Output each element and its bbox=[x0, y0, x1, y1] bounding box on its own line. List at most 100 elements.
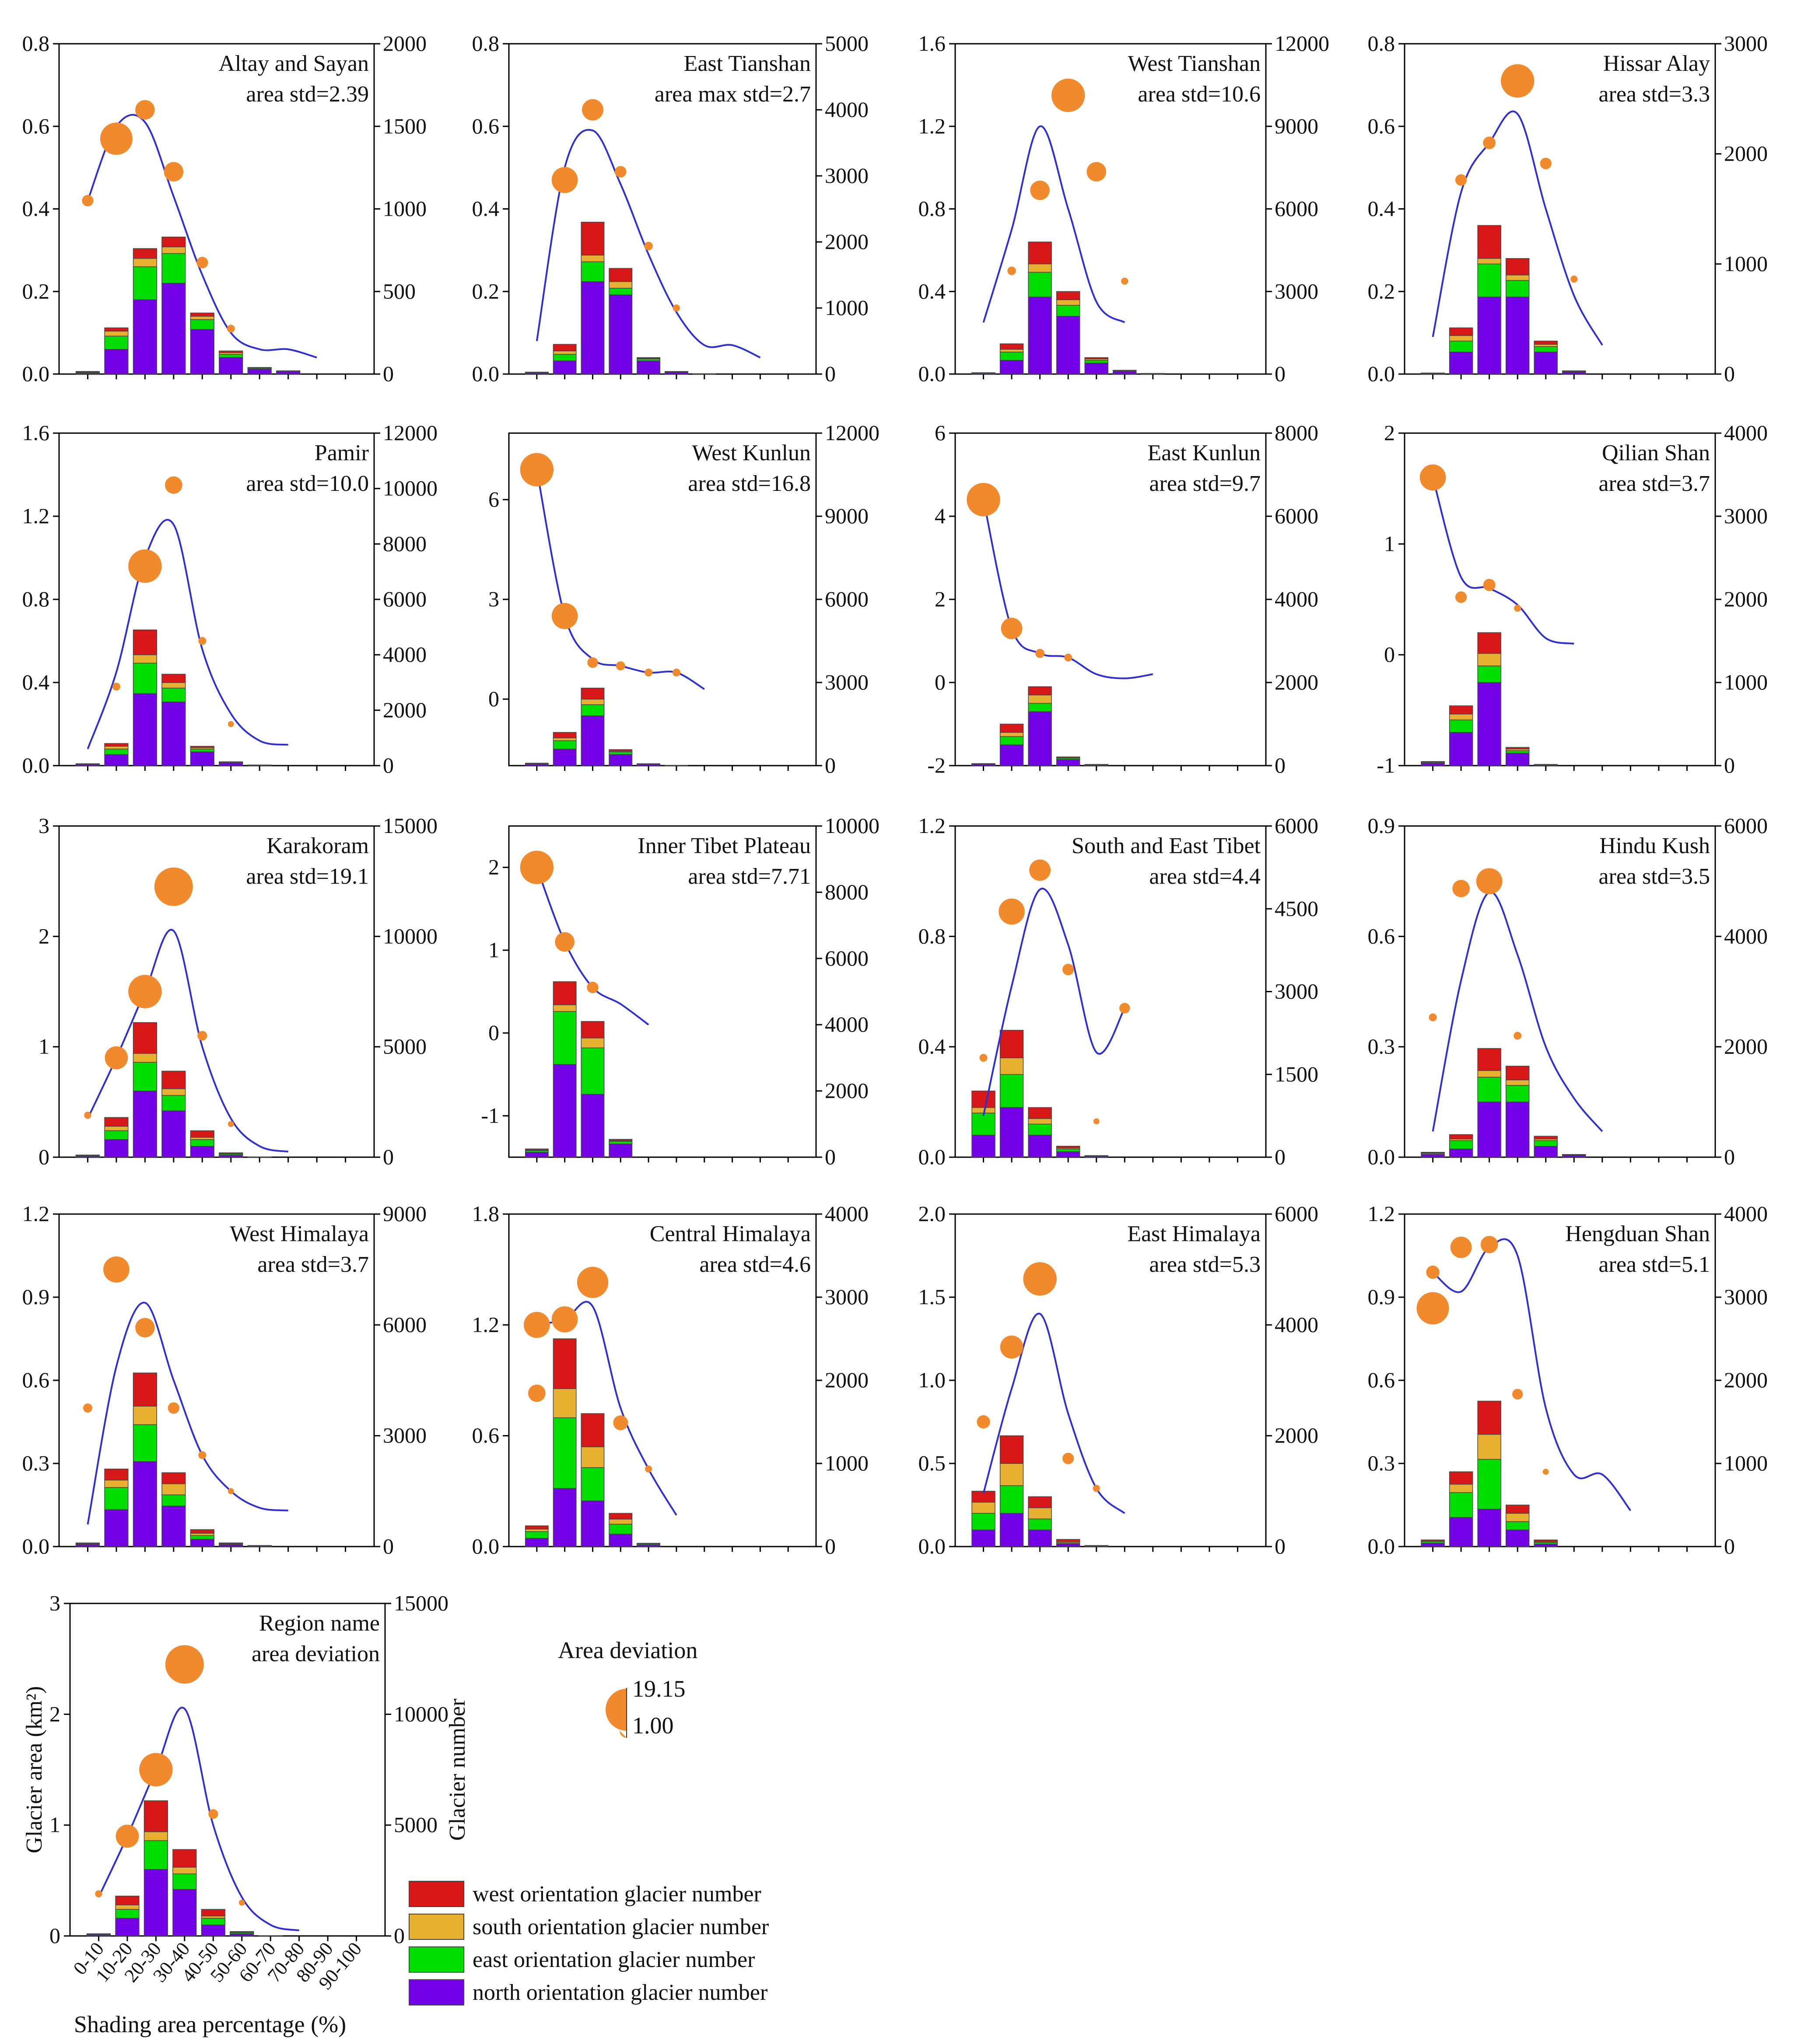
plot-frame bbox=[69, 1603, 386, 1937]
left-tick-label: 1 bbox=[49, 1813, 60, 1837]
right-tick-label: 5000 bbox=[383, 1034, 427, 1059]
right-tick-label: 3000 bbox=[1275, 279, 1318, 303]
east-orientation-bar-segment bbox=[525, 1531, 549, 1539]
west-orientation-bar-segment bbox=[219, 1152, 243, 1154]
left-tick-label: 3 bbox=[488, 587, 499, 611]
panel-subtitle: area std=16.8 bbox=[688, 471, 811, 496]
deviation-bubble bbox=[84, 1112, 91, 1119]
chart-panel-10: 0.0 0.4 0.8 1.2 0 1500 3000 4500 6000 South and E… bbox=[918, 813, 1319, 1169]
left-tick-label: 1 bbox=[488, 938, 499, 962]
right-tick-label: 6000 bbox=[1724, 813, 1768, 838]
south-orientation-bar-segment bbox=[201, 1915, 225, 1919]
plot-frame bbox=[1404, 825, 1716, 1158]
area-curve bbox=[982, 888, 1126, 1116]
deviation-bubble bbox=[999, 898, 1025, 925]
east-orientation-bar-segment bbox=[999, 351, 1024, 361]
north-orientation-bar-segment bbox=[1421, 763, 1445, 766]
south-orientation-bar-segment bbox=[999, 1057, 1024, 1075]
south-orientation-bar-segment bbox=[190, 1137, 214, 1140]
deviation-bubble bbox=[139, 1753, 173, 1787]
west-orientation-bar-segment bbox=[75, 371, 100, 373]
east-orientation-bar-segment bbox=[609, 1523, 633, 1535]
north-orientation-bar-segment bbox=[1028, 711, 1052, 766]
deviation-bubble bbox=[1483, 579, 1496, 592]
panel-subtitle: area std=4.6 bbox=[699, 1252, 811, 1277]
north-legend-label: north orientation glacier number bbox=[473, 1980, 767, 2005]
deviation-bubble bbox=[1452, 880, 1470, 897]
east-orientation-bar-segment bbox=[1477, 263, 1501, 298]
west-orientation-bar-segment bbox=[1056, 756, 1080, 758]
west-orientation-bar-segment bbox=[1534, 1540, 1558, 1542]
right-tick-label: 3000 bbox=[1724, 1284, 1768, 1309]
deviation-bubble bbox=[587, 657, 598, 668]
left-tick-label: 4 bbox=[935, 504, 946, 528]
deviation-bubble bbox=[1419, 464, 1446, 491]
west-orientation-bar-segment bbox=[161, 236, 186, 248]
west-orientation-bar-segment bbox=[1477, 1048, 1501, 1071]
north-orientation-bar-segment bbox=[1562, 371, 1586, 374]
east-orientation-bar-segment bbox=[1028, 1518, 1052, 1530]
right-tick-label: 12000 bbox=[825, 420, 879, 445]
west-orientation-bar-segment bbox=[190, 746, 214, 748]
plot-frame bbox=[508, 825, 817, 1158]
deviation-bubble bbox=[1426, 1265, 1440, 1279]
deviation-bubble bbox=[1540, 158, 1552, 169]
west-orientation-bar-segment bbox=[999, 343, 1024, 350]
right-tick-label: 4000 bbox=[825, 97, 869, 122]
panel-title: West Tianshan bbox=[1128, 51, 1261, 76]
right-tick-label: 4000 bbox=[1275, 587, 1318, 611]
west-orientation-bar-segment bbox=[1477, 225, 1501, 259]
left-tick-label: 0.4 bbox=[918, 279, 946, 303]
deviation-bubble bbox=[1062, 963, 1074, 976]
deviation-bubble bbox=[673, 304, 680, 312]
east-orientation-bar-segment bbox=[1505, 1085, 1530, 1102]
west-orientation-bar-segment bbox=[75, 1542, 100, 1544]
west-orientation-bar-segment bbox=[133, 629, 157, 655]
east-orientation-bar-segment bbox=[1028, 272, 1052, 298]
left-tick-label: 3 bbox=[39, 813, 49, 838]
north-orientation-bar-segment bbox=[1056, 1151, 1080, 1158]
area-curve bbox=[536, 867, 649, 1026]
north-orientation-bar-segment bbox=[525, 1538, 549, 1547]
right-tick-label: 3000 bbox=[825, 670, 869, 694]
deviation-bubble bbox=[1029, 859, 1051, 881]
north-orientation-bar-segment bbox=[133, 1090, 157, 1158]
south-orientation-bar-segment bbox=[161, 1483, 186, 1495]
west-orientation-bar-segment bbox=[104, 743, 129, 747]
left-tick-label: 1.2 bbox=[472, 1312, 500, 1337]
west-orientation-bar-segment bbox=[1534, 1136, 1558, 1140]
left-tick-label: 0.6 bbox=[1368, 1368, 1395, 1392]
south-orientation-bar-segment bbox=[1477, 1434, 1501, 1460]
deviation-bubble bbox=[164, 162, 184, 182]
north-orientation-bar-segment bbox=[581, 1500, 605, 1547]
north-orientation-bar-segment bbox=[1505, 1102, 1530, 1158]
south-orientation-bar-segment bbox=[1056, 299, 1080, 306]
deviation-bubble bbox=[95, 1890, 102, 1897]
south-orientation-bar-segment bbox=[161, 1088, 186, 1096]
deviation-bubble bbox=[645, 1465, 652, 1473]
right-tick-label: 5000 bbox=[825, 31, 869, 56]
right-tick-label: 1500 bbox=[383, 114, 427, 138]
north-orientation-bar-segment bbox=[1084, 363, 1108, 374]
north-orientation-bar-segment bbox=[133, 1461, 157, 1547]
west-orientation-bar-segment bbox=[581, 221, 605, 256]
right-tick-label: 9000 bbox=[825, 504, 869, 528]
deviation-bubble bbox=[128, 975, 162, 1008]
south-orientation-bar-segment bbox=[161, 246, 186, 254]
west-orientation-bar-segment bbox=[104, 1117, 129, 1127]
left-tick-label: 1.6 bbox=[22, 420, 50, 445]
chart-panel-8: 0 1 2 3 0 5000 10000 15000 Karakoram area std=19.… bbox=[39, 813, 438, 1169]
west-orientation-bar-segment bbox=[999, 724, 1024, 733]
left-tick-label: -2 bbox=[927, 753, 946, 777]
east-orientation-bar-segment bbox=[581, 1047, 605, 1095]
south-orientation-bar-segment bbox=[161, 682, 186, 689]
left-tick-label: 0.0 bbox=[472, 1534, 500, 1558]
north-orientation-bar-segment bbox=[999, 744, 1024, 766]
south-orientation-bar-segment bbox=[553, 1004, 577, 1012]
east-orientation-bar-segment bbox=[1084, 360, 1108, 364]
south-orientation-bar-segment bbox=[1028, 263, 1052, 273]
west-orientation-bar-segment bbox=[971, 1090, 995, 1108]
right-tick-label: 2000 bbox=[1724, 1368, 1768, 1392]
left-tick-label: 1 bbox=[1384, 531, 1395, 556]
south-orientation-bar-segment bbox=[1505, 274, 1530, 281]
